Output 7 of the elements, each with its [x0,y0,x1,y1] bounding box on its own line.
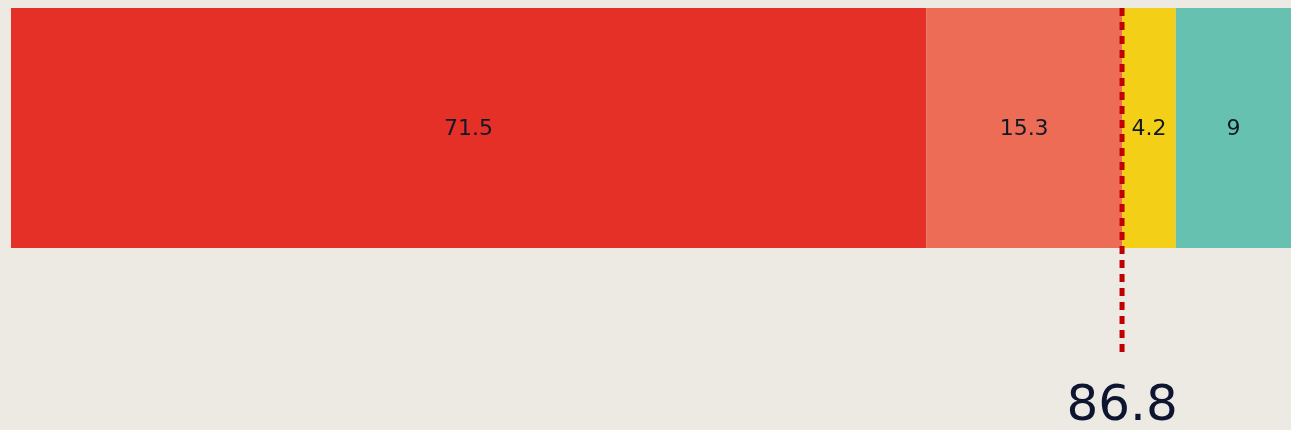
data-label: 15.3 [999,115,1049,140]
bar [1175,8,1291,248]
ref-line-label: 86.8 [1066,374,1178,430]
data-label: 9 [1226,115,1241,140]
bar [11,8,927,248]
data-label: 71.5 [444,115,494,140]
data-label: 4.2 [1131,115,1167,140]
